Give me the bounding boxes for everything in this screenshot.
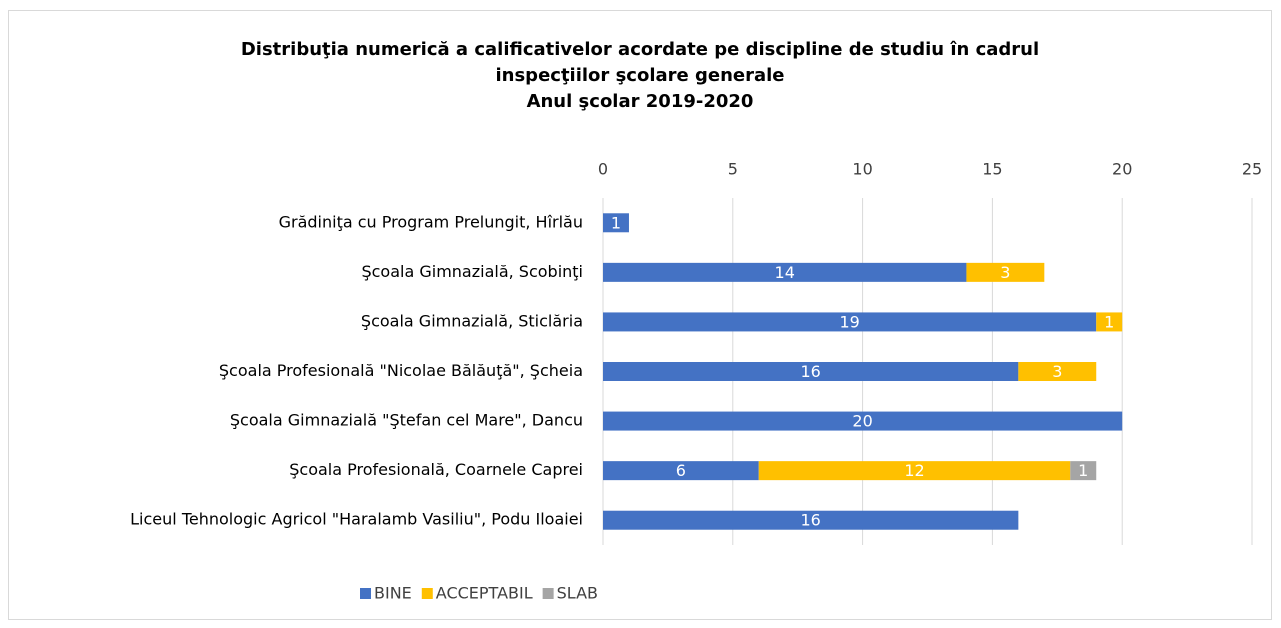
data-label: 19 xyxy=(839,312,859,331)
x-tick-label: 15 xyxy=(982,160,1002,179)
x-tick-label: 20 xyxy=(1112,160,1132,179)
data-label: 12 xyxy=(904,461,924,480)
y-tick-label: Şcoala Profesională, Coarnele Caprei xyxy=(289,460,583,479)
bar-segment xyxy=(966,262,1045,282)
data-label: 3 xyxy=(1052,362,1062,381)
data-label: 1 xyxy=(1078,461,1088,480)
y-tick-label: Grădiniţa cu Program Prelungit, Hîrlău xyxy=(279,212,583,231)
y-tick-label: Şcoala Gimnazială "Ştefan cel Mare", Dan… xyxy=(230,411,583,430)
bar-segment xyxy=(603,411,1123,431)
data-label: 14 xyxy=(775,263,795,282)
x-tick-label: 5 xyxy=(728,160,738,179)
data-label: 3 xyxy=(1000,263,1010,282)
bar-segment xyxy=(603,312,1097,332)
bar-segment xyxy=(1096,312,1123,332)
chart-title: Distribuţia numerică a calificativelor a… xyxy=(241,39,1039,60)
y-tick-label: Şcoala Gimnazială, Sticlăria xyxy=(361,311,583,330)
bar-segment xyxy=(603,461,759,481)
chart-title: inspecţiilor şcolare generale xyxy=(495,65,784,86)
legend-label: ACCEPTABIL xyxy=(436,584,533,603)
y-tick-label: Liceul Tehnologic Agricol "Haralamb Vasi… xyxy=(130,510,583,529)
legend-label: BINE xyxy=(374,584,412,603)
legend-swatch xyxy=(542,588,554,599)
bar-segment xyxy=(603,213,629,233)
y-tick-label: Şcoala Gimnazială, Scobinţi xyxy=(361,262,583,281)
bar-segment xyxy=(1018,362,1097,381)
legend-swatch xyxy=(360,588,371,599)
bar-segment xyxy=(603,510,1019,530)
bar-segment xyxy=(603,262,967,282)
x-tick-label: 10 xyxy=(852,160,872,179)
y-tick-label: Şcoala Profesională "Nicolae Bălăuţă", Ş… xyxy=(219,361,583,380)
data-label: 1 xyxy=(1104,312,1114,331)
data-label: 6 xyxy=(676,461,686,480)
bar-segment xyxy=(603,362,1019,381)
chart-title: Anul şcolar 2019-2020 xyxy=(527,91,754,112)
legend-swatch xyxy=(421,588,433,599)
data-label: 16 xyxy=(801,362,821,381)
x-tick-label: 25 xyxy=(1242,160,1262,179)
data-label: 1 xyxy=(611,213,621,232)
data-label: 20 xyxy=(852,412,872,431)
bar-segment xyxy=(1070,461,1097,481)
x-tick-label: 0 xyxy=(598,160,608,179)
legend-label: SLAB xyxy=(557,584,598,603)
data-label: 16 xyxy=(801,511,821,530)
bar-segment xyxy=(758,461,1071,481)
